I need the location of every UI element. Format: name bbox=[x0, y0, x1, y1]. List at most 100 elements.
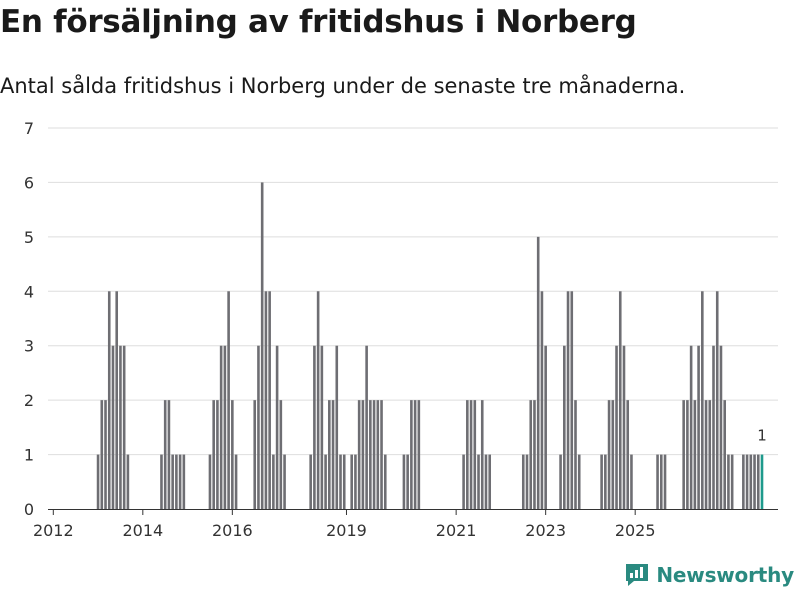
bar bbox=[462, 454, 465, 509]
bar bbox=[126, 454, 130, 509]
bar-chart: 0 1 2 3 4 5 6 7 2012 2014 2016 2019 2021 2023 2025 1 bbox=[24, 119, 778, 540]
bar bbox=[104, 400, 107, 509]
y-axis-ticks: 0 1 2 3 4 5 6 7 bbox=[24, 119, 34, 519]
bar bbox=[320, 345, 324, 509]
bars bbox=[96, 182, 764, 510]
bar bbox=[697, 345, 700, 509]
bar bbox=[577, 454, 581, 509]
bar bbox=[473, 400, 477, 509]
bar bbox=[216, 400, 219, 509]
bar bbox=[630, 454, 633, 509]
bar bbox=[723, 400, 726, 509]
bar bbox=[160, 454, 163, 509]
bar bbox=[566, 291, 570, 509]
y-tick-label: 6 bbox=[24, 173, 34, 192]
bar bbox=[342, 454, 346, 509]
bar bbox=[376, 400, 380, 509]
x-axis-ticks: 2012 2014 2016 2019 2021 2023 2025 bbox=[33, 510, 656, 540]
y-tick-label: 5 bbox=[24, 228, 34, 247]
bar bbox=[570, 291, 574, 509]
bar bbox=[704, 400, 708, 509]
bar bbox=[354, 454, 357, 509]
bar bbox=[600, 454, 603, 509]
bar bbox=[686, 400, 689, 509]
bar bbox=[227, 291, 230, 509]
bar bbox=[756, 454, 760, 509]
y-tick-label: 1 bbox=[24, 446, 34, 465]
bar bbox=[335, 345, 339, 509]
bar bbox=[309, 454, 312, 509]
bar bbox=[604, 454, 607, 509]
data-label-latest: 1 bbox=[757, 427, 767, 445]
bar bbox=[208, 454, 212, 509]
bar bbox=[100, 400, 104, 509]
x-tick-label: 2012 bbox=[33, 521, 74, 540]
bar bbox=[324, 454, 327, 509]
y-tick-label: 3 bbox=[24, 337, 34, 356]
bar bbox=[361, 400, 365, 509]
y-tick-label: 4 bbox=[24, 282, 34, 301]
bar bbox=[402, 454, 406, 509]
bar bbox=[260, 182, 264, 509]
bar bbox=[727, 454, 730, 509]
newsworthy-logo-icon bbox=[626, 564, 649, 586]
bar bbox=[107, 291, 111, 509]
brand-name: Newsworthy bbox=[656, 563, 794, 587]
bar bbox=[622, 345, 626, 509]
bar bbox=[316, 291, 320, 509]
bar bbox=[484, 454, 488, 509]
x-tick-label: 2014 bbox=[122, 521, 163, 540]
y-tick-label: 7 bbox=[24, 119, 34, 138]
bar bbox=[96, 454, 100, 509]
y-tick-label: 0 bbox=[24, 500, 34, 519]
bar bbox=[533, 400, 536, 509]
bar bbox=[313, 345, 316, 509]
bar bbox=[231, 400, 234, 509]
gridlines bbox=[48, 127, 778, 456]
bar bbox=[268, 291, 271, 509]
bar bbox=[615, 345, 618, 509]
y-tick-label: 2 bbox=[24, 391, 34, 410]
bar bbox=[469, 400, 473, 509]
bar bbox=[175, 454, 178, 509]
bar bbox=[111, 345, 115, 509]
bar bbox=[331, 400, 335, 509]
bar bbox=[279, 400, 283, 509]
bar bbox=[626, 400, 630, 509]
bar bbox=[357, 400, 361, 509]
bar bbox=[272, 454, 275, 509]
bar bbox=[656, 454, 659, 509]
bar bbox=[559, 454, 562, 509]
x-tick-label: 2025 bbox=[615, 521, 656, 540]
bar bbox=[406, 454, 409, 509]
bar bbox=[574, 400, 577, 509]
bar bbox=[529, 400, 533, 509]
bar bbox=[749, 454, 753, 509]
bar bbox=[701, 291, 704, 509]
bar bbox=[253, 400, 257, 509]
bar bbox=[369, 400, 372, 509]
bar bbox=[753, 454, 756, 509]
bar bbox=[413, 400, 417, 509]
bar bbox=[730, 454, 734, 509]
x-tick-label: 2016 bbox=[212, 521, 253, 540]
bar bbox=[365, 345, 368, 509]
newsworthy-logo: Newsworthy bbox=[624, 562, 794, 588]
bar bbox=[178, 454, 182, 509]
bar bbox=[257, 345, 260, 509]
bar bbox=[719, 345, 723, 509]
bar bbox=[283, 454, 286, 509]
bar bbox=[693, 400, 697, 509]
x-tick-label: 2023 bbox=[525, 521, 566, 540]
x-tick-label: 2021 bbox=[436, 521, 477, 540]
bar bbox=[163, 400, 167, 509]
bar bbox=[536, 236, 540, 510]
bar bbox=[708, 400, 712, 509]
bar bbox=[119, 345, 122, 509]
bar bbox=[525, 454, 529, 509]
bar bbox=[659, 454, 663, 509]
bar bbox=[115, 291, 119, 509]
data-labels: 1 bbox=[757, 427, 767, 445]
bar bbox=[417, 400, 421, 509]
bar bbox=[712, 345, 715, 509]
